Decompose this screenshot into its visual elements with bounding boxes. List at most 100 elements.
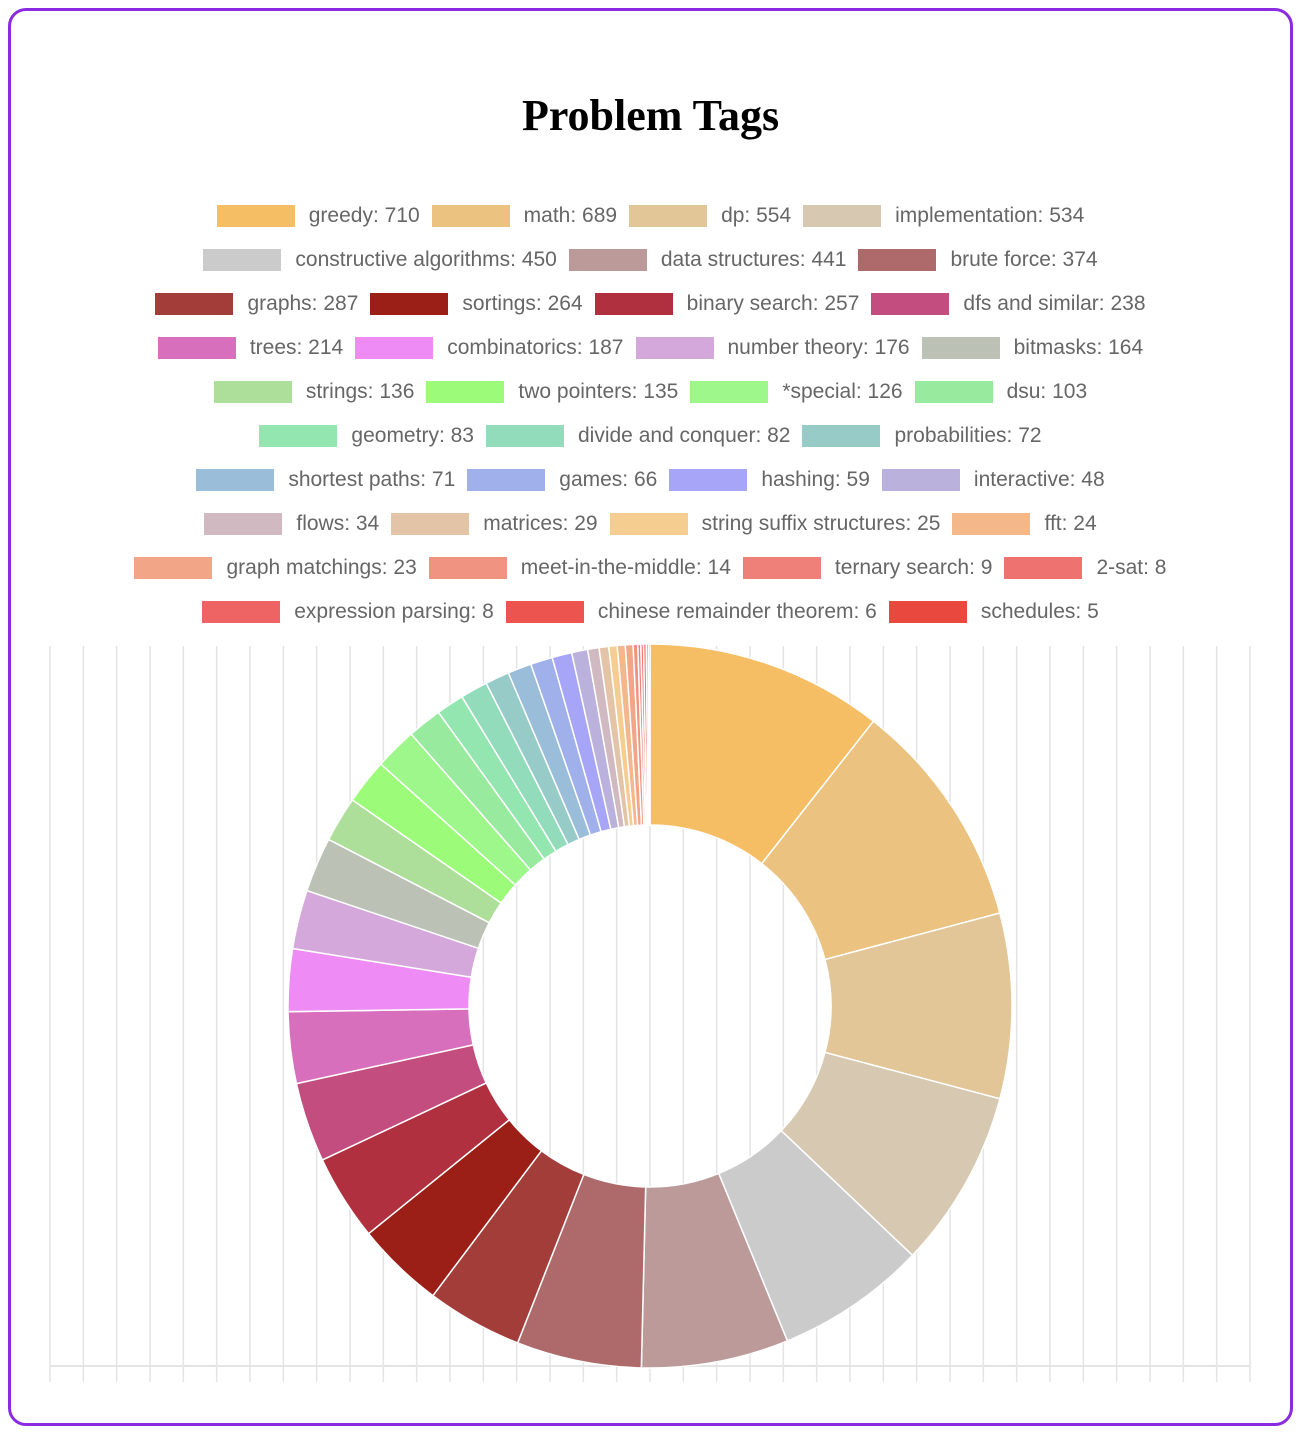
legend-item[interactable]: implementation: 534 (803, 204, 1084, 228)
legend-item[interactable]: number theory: 176 (635, 336, 910, 360)
legend-swatch (134, 557, 213, 579)
legend-swatch (881, 469, 960, 491)
legend-swatch (594, 293, 673, 315)
legend-swatch (216, 205, 295, 227)
legend-item[interactable]: trees: 214 (157, 336, 344, 360)
legend-label: chinese remainder theorem: 6 (597, 600, 877, 623)
legend-item[interactable]: greedy: 710 (216, 204, 420, 228)
legend-item[interactable]: strings: 136 (213, 380, 415, 404)
legend-label: strings: 136 (305, 380, 415, 403)
legend-item[interactable]: expression parsing: 8 (202, 600, 494, 624)
legend-label: dsu: 103 (1006, 380, 1088, 403)
legend-swatch (355, 337, 434, 359)
legend-item[interactable]: probabilities: 72 (802, 424, 1042, 448)
legend-label: dp: 554 (721, 204, 792, 227)
legend-swatch (196, 469, 275, 491)
legend-label: bitmasks: 164 (1013, 336, 1144, 359)
legend-row: expression parsing: 8 chinese remainder t… (40, 590, 1261, 634)
legend-swatch (157, 337, 236, 359)
legend-label: flows: 34 (296, 512, 380, 535)
legend-row: geometry: 83 divide and conquer: 82 probab… (40, 414, 1261, 458)
legend-item[interactable]: brute force: 374 (858, 248, 1098, 272)
legend-label: math: 689 (523, 204, 618, 227)
legend-item[interactable]: combinatorics: 187 (355, 336, 624, 360)
legend-swatch (629, 205, 708, 227)
legend-item[interactable]: divide and conquer: 82 (485, 424, 791, 448)
legend-label: ternary search: 9 (834, 556, 993, 579)
chart-title: Problem Tags (521, 91, 780, 140)
legend-item[interactable]: meet-in-the-middle: 14 (428, 556, 731, 580)
legend-swatch (431, 205, 510, 227)
legend-label: 2-sat: 8 (1096, 556, 1167, 579)
legend-item[interactable]: flows: 34 (204, 512, 379, 536)
legend-label: dfs and similar: 238 (963, 292, 1146, 315)
legend-swatch (203, 249, 282, 271)
legend-swatch (391, 513, 470, 535)
legend-swatch (609, 513, 688, 535)
legend-swatch (505, 601, 584, 623)
legend-item[interactable]: sortings: 264 (370, 292, 583, 316)
legend-item[interactable]: string suffix structures: 25 (609, 512, 940, 536)
legend-item[interactable]: chinese remainder theorem: 6 (505, 600, 877, 624)
donut-slice-greedy[interactable] (649, 643, 875, 865)
legend-label: schedules: 5 (980, 600, 1099, 623)
legend-row: shortest paths: 71 games: 66 hashing: 59 in… (40, 458, 1261, 502)
legend-swatch (428, 557, 507, 579)
legend-item[interactable]: games: 66 (467, 468, 657, 492)
legend-item[interactable]: data structures: 441 (568, 248, 847, 272)
legend-swatch (485, 425, 564, 447)
legend-swatch (690, 381, 769, 403)
legend-swatch (204, 513, 283, 535)
legend-item[interactable]: *special: 126 (690, 380, 903, 404)
legend-label: combinatorics: 187 (447, 336, 624, 359)
legend-item[interactable]: geometry: 83 (259, 424, 474, 448)
legend-swatch (202, 601, 281, 623)
legend-label: meet-in-the-middle: 14 (520, 556, 731, 579)
legend-item[interactable]: 2-sat: 8 (1004, 556, 1167, 580)
legend-item[interactable]: constructive algorithms: 450 (203, 248, 557, 272)
legend-label: two pointers: 135 (518, 380, 679, 403)
legend-swatch (802, 425, 881, 447)
legend-item[interactable]: hashing: 59 (669, 468, 870, 492)
legend-item[interactable]: math: 689 (431, 204, 618, 228)
legend-label: trees: 214 (249, 336, 344, 359)
legend-swatch (669, 469, 748, 491)
legend-item[interactable]: two pointers: 135 (426, 380, 678, 404)
legend-label: sortings: 264 (462, 292, 583, 315)
legend-item[interactable]: ternary search: 9 (742, 556, 993, 580)
legend-label: brute force: 374 (950, 248, 1098, 271)
legend-label: binary search: 257 (686, 292, 860, 315)
legend-swatch (467, 469, 546, 491)
legend-item[interactable]: dsu: 103 (914, 380, 1088, 404)
legend-label: matrices: 29 (483, 512, 598, 535)
legend-swatch (635, 337, 714, 359)
legend-label: shortest paths: 71 (288, 468, 456, 491)
legend-row: constructive algorithms: 450 data structu… (40, 238, 1261, 282)
legend-item[interactable]: shortest paths: 71 (196, 468, 455, 492)
legend-label: greedy: 710 (308, 204, 420, 227)
legend-row: trees: 214 combinatorics: 187 number theor… (40, 326, 1261, 370)
legend-item[interactable]: graph matchings: 23 (134, 556, 417, 580)
legend-label: divide and conquer: 82 (577, 424, 791, 447)
legend-item[interactable]: interactive: 48 (881, 468, 1105, 492)
legend-label: implementation: 534 (895, 204, 1085, 227)
legend-label: data structures: 441 (660, 248, 847, 271)
legend-label: number theory: 176 (727, 336, 910, 359)
legend-item[interactable]: bitmasks: 164 (921, 336, 1144, 360)
legend-label: *special: 126 (782, 380, 903, 403)
donut-slice-schedules[interactable] (647, 643, 651, 826)
legend-item[interactable]: fft: 24 (952, 512, 1097, 536)
legend-item[interactable]: dp: 554 (629, 204, 791, 228)
legend-label: games: 66 (559, 468, 658, 491)
legend-item[interactable]: binary search: 257 (594, 292, 860, 316)
legend-item[interactable]: graphs: 287 (155, 292, 358, 316)
legend-item[interactable]: schedules: 5 (888, 600, 1099, 624)
legend-label: interactive: 48 (973, 468, 1105, 491)
legend-swatch (568, 249, 647, 271)
legend-item[interactable]: matrices: 29 (391, 512, 598, 536)
legend-item[interactable]: dfs and similar: 238 (871, 292, 1146, 316)
legend-swatch (259, 425, 338, 447)
legend-row: greedy: 710 math: 689 dp: 554 implementatio… (40, 194, 1261, 238)
legend-swatch (858, 249, 937, 271)
